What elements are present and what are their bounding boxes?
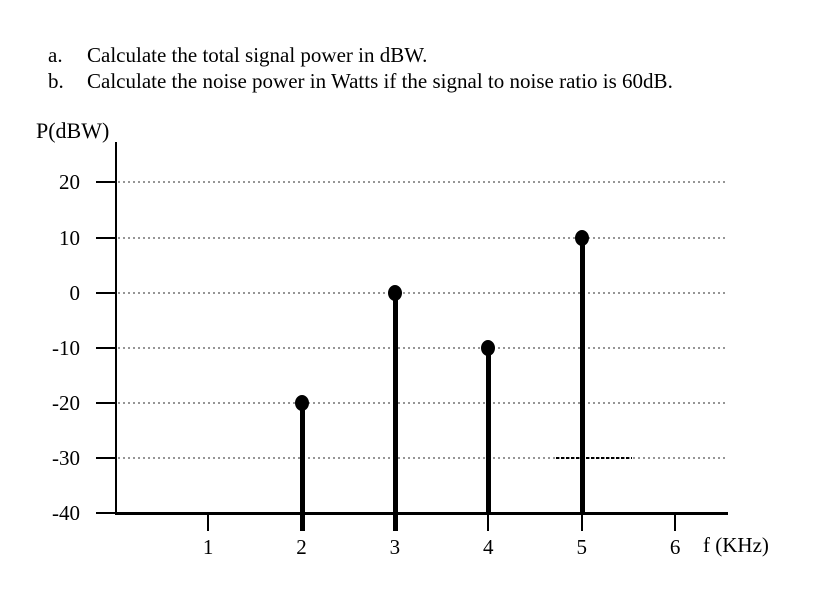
gridline	[118, 236, 727, 239]
question-list: a. Calculate the total signal power in d…	[48, 42, 673, 94]
x-tick	[487, 513, 490, 531]
gridline	[118, 291, 727, 294]
gridline	[118, 181, 727, 184]
y-tick	[96, 512, 117, 514]
stem-dot	[387, 284, 402, 301]
x-tick	[207, 513, 210, 531]
gridline-dark-segment	[556, 456, 633, 459]
y-tick-label: 20	[59, 170, 80, 195]
x-tick-label: 1	[202, 535, 214, 559]
x-tick	[674, 513, 677, 531]
y-tick	[96, 236, 117, 239]
y-axis-title: P(dBW)	[36, 118, 110, 143]
x-axis-line	[115, 512, 728, 515]
y-tick-label: -30	[52, 445, 80, 470]
stem-dot	[481, 339, 496, 356]
x-tick-label: 4	[483, 535, 494, 559]
stem	[579, 237, 585, 512]
stem-dot	[574, 229, 589, 246]
stem	[392, 292, 398, 531]
question-a-text: Calculate the total signal power in dBW.	[87, 43, 428, 67]
x-tick	[580, 513, 583, 531]
y-tick	[96, 181, 117, 184]
question-b: b. Calculate the noise power in Watts if…	[48, 68, 673, 94]
x-tick-label: 3	[389, 535, 401, 559]
y-tick	[96, 401, 117, 404]
gridline	[118, 346, 727, 349]
stem	[299, 402, 305, 531]
stem-dot	[294, 394, 309, 411]
stem	[486, 347, 492, 512]
x-tick-label: 6	[669, 535, 681, 559]
y-tick-label: 10	[59, 225, 80, 250]
question-b-text: Calculate the noise power in Watts if th…	[87, 69, 673, 93]
gridline	[118, 401, 727, 404]
y-axis-line	[115, 142, 117, 515]
y-tick-label: -10	[52, 335, 80, 360]
y-tick-label: -40	[52, 501, 80, 525]
x-tick-label: 2	[296, 535, 307, 559]
y-tick	[96, 456, 117, 459]
gridline	[118, 456, 727, 459]
y-tick-label: 0	[69, 280, 81, 305]
y-tick-label: -20	[52, 390, 80, 415]
x-axis-title: f (KHz)	[703, 533, 769, 557]
question-a-marker: a.	[48, 43, 63, 67]
y-tick	[96, 346, 117, 349]
question-a: a. Calculate the total signal power in d…	[48, 42, 673, 68]
x-tick-label: 5	[576, 535, 587, 559]
question-b-marker: b.	[48, 69, 64, 93]
y-tick	[96, 291, 117, 294]
